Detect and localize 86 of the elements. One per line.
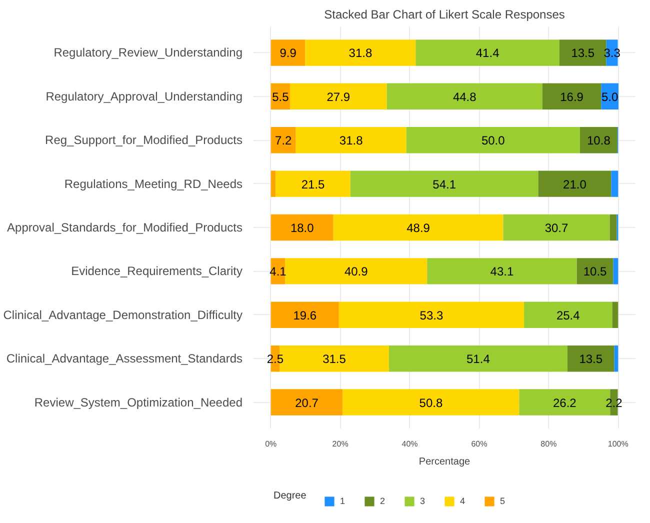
x-tick-label: 80%: [540, 440, 557, 448]
data-label: 51.4: [466, 352, 490, 366]
bar: [296, 127, 406, 154]
x-tick-label: 0%: [265, 440, 277, 448]
legend-title: Degree: [274, 490, 307, 502]
x-tick-label: 100%: [608, 440, 628, 448]
bar: [576, 258, 614, 284]
bar: [538, 170, 612, 197]
data-label: 13.5: [571, 46, 595, 60]
data-label: 44.8: [452, 90, 477, 104]
legend-label: 3: [420, 496, 426, 506]
x-tick-label: 40%: [402, 440, 418, 448]
bar: [290, 83, 387, 110]
bar: [276, 170, 350, 197]
data-label: 10.5: [583, 264, 608, 279]
bar: [386, 83, 542, 110]
data-label: 41.4: [476, 46, 500, 60]
bar: [305, 40, 416, 66]
data-label: 21.0: [563, 177, 587, 192]
bar: [350, 170, 538, 197]
y-tick-label: Regulatory_Approval_Understanding: [46, 89, 243, 104]
data-label: 25.4: [556, 308, 580, 322]
data-label: 21.5: [301, 177, 326, 192]
y-tick-label: Clinical_Advantage_Assessment_Standards: [6, 352, 242, 366]
data-label: 31.5: [322, 352, 346, 366]
y-tick-label: Evidence_Requirements_Clarity: [71, 264, 243, 278]
bar: [613, 258, 618, 284]
data-label: 5.5: [272, 90, 290, 104]
bar: [580, 127, 618, 154]
bar: [333, 214, 504, 241]
bar: [388, 345, 568, 372]
data-label: 31.8: [348, 46, 372, 60]
data-label: 43.1: [490, 264, 514, 279]
bar: [567, 345, 614, 372]
data-label: 27.9: [326, 90, 350, 104]
y-tick-label: Review_System_Optimization_Needed: [34, 395, 243, 410]
bar: [406, 127, 580, 154]
data-label: 9.9: [280, 46, 297, 60]
data-label: 20.7: [295, 396, 319, 410]
x-tick-label: 20%: [332, 440, 348, 448]
data-label: 19.6: [293, 308, 317, 322]
data-label: 53.3: [420, 308, 444, 322]
bar: [503, 214, 610, 241]
data-label: 50.0: [481, 134, 506, 148]
bar: [427, 258, 577, 284]
legend-label: 2: [380, 496, 386, 506]
y-tick-label: Regulatory_Review_Understanding: [54, 46, 243, 60]
y-tick-label: Clinical_Advantage_Demonstration_Difficulty: [3, 308, 243, 322]
bar: [285, 258, 428, 284]
data-label: 40.9: [344, 264, 368, 279]
bar: [524, 302, 612, 328]
legend-label: 4: [460, 496, 466, 506]
bar: [416, 40, 560, 66]
data-label: 18.0: [290, 221, 314, 235]
bar: [610, 214, 617, 241]
bar: [270, 127, 296, 154]
bar: [342, 389, 520, 416]
bar: [542, 83, 602, 110]
data-label: 54.1: [432, 177, 456, 192]
bar: [612, 302, 618, 328]
bar: [614, 345, 618, 372]
data-label: 30.7: [544, 221, 568, 235]
bar: [270, 389, 343, 416]
legend-label: 5: [500, 496, 506, 506]
y-tick-label: Regulations_Meeting_RD_Needs: [64, 176, 242, 191]
bar: [270, 40, 306, 66]
data-label: 5.0: [601, 90, 618, 104]
data-label: 31.8: [339, 134, 364, 148]
bar: [270, 214, 334, 241]
data-label: 7.2: [275, 134, 292, 148]
x-tick-label: 60%: [471, 440, 488, 448]
bar: [270, 170, 276, 197]
chart-title: Stacked Bar Chart of Likert Scale Responses: [324, 8, 565, 22]
bar: [338, 302, 524, 328]
bar: [611, 170, 618, 197]
y-tick-label: Reg_Support_for_Modified_Products: [45, 133, 243, 148]
y-tick-label: Approval_Standards_for_Modified_Products: [7, 220, 243, 234]
data-label: 10.8: [587, 134, 611, 148]
data-label: 26.2: [552, 396, 577, 410]
data-label: 50.8: [419, 396, 443, 410]
data-label: 48.9: [406, 221, 430, 235]
legend-label: 1: [340, 496, 346, 506]
x-axis-title: Percentage: [418, 456, 471, 468]
bar: [270, 302, 339, 328]
data-label: 13.5: [579, 352, 603, 366]
data-label: 16.9: [560, 90, 584, 104]
